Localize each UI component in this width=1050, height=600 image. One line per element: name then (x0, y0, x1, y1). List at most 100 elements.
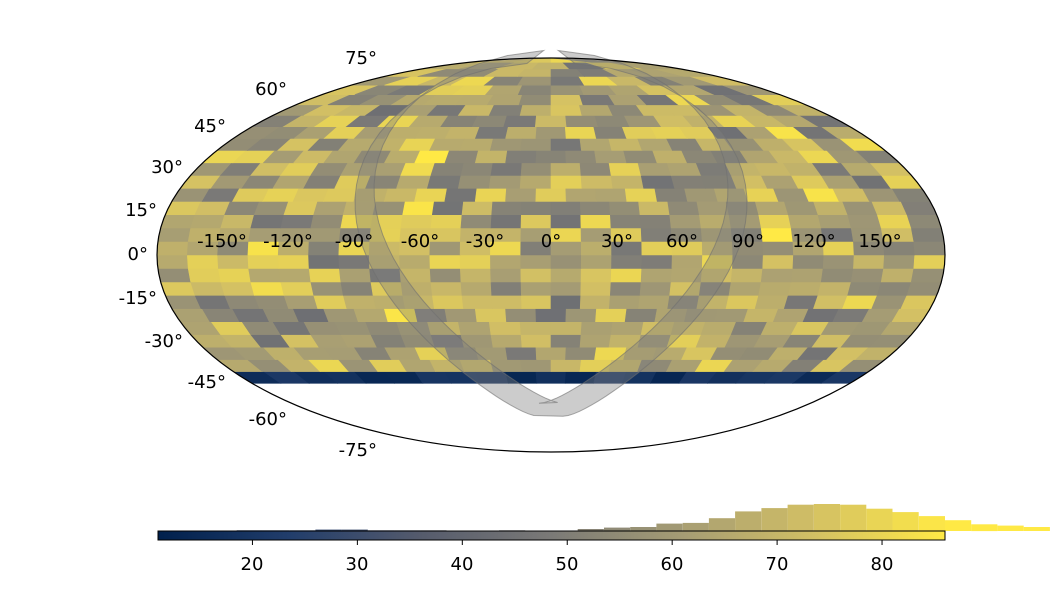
healpix-cell (194, 294, 231, 309)
healpix-cell (669, 214, 702, 229)
healpix-cell (414, 150, 450, 164)
histogram-bar (787, 504, 814, 531)
healpix-cell (725, 294, 760, 309)
healpix-cell (624, 188, 658, 202)
histogram-bar (577, 529, 604, 531)
lon-tick-label: 150° (858, 231, 901, 252)
healpix-cell (580, 321, 614, 335)
healpix-cell (743, 308, 779, 323)
healpix-cell (486, 94, 523, 106)
healpix-cell (308, 268, 342, 283)
sky-map (156, 49, 946, 453)
healpix-cell (461, 201, 494, 215)
healpix-cell (247, 254, 280, 269)
healpix-cell (431, 201, 464, 215)
healpix-cell (666, 162, 702, 176)
healpix-cell (444, 188, 478, 202)
lon-tick-label: 0° (541, 231, 561, 252)
healpix-cell (313, 201, 348, 215)
healpix-cell (847, 281, 882, 296)
healpix-cell (474, 188, 507, 202)
colorbar: 20 30 40 50 60 70 80 (157, 504, 1050, 575)
healpix-cell (459, 138, 494, 151)
healpix-cell (491, 294, 523, 309)
healpix-cell (519, 175, 552, 189)
healpix-cell (640, 268, 673, 283)
healpix-cell (550, 294, 582, 309)
longitude-tick-labels: -150° -120° -90° -60° -30° 0° 30° 60° 90… (197, 231, 902, 252)
healpix-cell (578, 104, 614, 116)
colorbar-gradient (157, 530, 946, 541)
healpix-cell (338, 268, 372, 283)
healpix-cell (190, 214, 226, 229)
healpix-cell (754, 294, 789, 309)
healpix-cell (754, 201, 789, 215)
lat-tick-label: 0° (128, 244, 148, 265)
healpix-cell (518, 94, 552, 106)
healpix-cell (579, 294, 611, 309)
healpix-cell (303, 175, 342, 189)
healpix-cell (308, 254, 340, 269)
healpix-cell (283, 201, 319, 215)
healpix-cell (490, 214, 522, 229)
healpix-cell (503, 115, 537, 127)
histogram-bar (971, 524, 998, 532)
healpix-cell (550, 84, 585, 95)
lon-tick-label: 90° (732, 231, 764, 252)
healpix-cell (593, 126, 628, 139)
healpix-cell (400, 214, 433, 229)
healpix-cell (218, 268, 252, 283)
healpix-cell (609, 214, 642, 229)
histogram-bar (604, 527, 631, 531)
healpix-cell (762, 254, 794, 269)
healpix-cell (906, 281, 942, 296)
healpix-cell (342, 294, 377, 309)
healpix-cell (654, 188, 688, 202)
healpix-cell (471, 115, 508, 127)
healpix-cell (820, 268, 854, 283)
lat-tick-label: 75° (345, 48, 377, 69)
healpix-cell (491, 201, 523, 215)
histogram-bar (341, 529, 368, 531)
healpix-cell (489, 138, 523, 151)
healpix-cell (460, 214, 493, 229)
healpix-cell (758, 214, 792, 229)
healpix-cell (457, 321, 492, 335)
healpix-cell (292, 308, 330, 323)
lat-tick-label: -15° (119, 288, 157, 309)
healpix-cell (414, 188, 448, 202)
healpix-cell (262, 188, 300, 202)
healpix-cell (459, 268, 492, 283)
healpix-cell (608, 294, 641, 309)
healpix-cell (565, 346, 597, 360)
healpix-cell (564, 126, 597, 139)
healpix-cell (457, 175, 492, 189)
healpix-cell (671, 254, 703, 269)
healpix-cell (396, 175, 432, 189)
healpix-cell (372, 201, 406, 215)
healpix-cell (842, 294, 878, 309)
lon-tick-label: -90° (335, 231, 373, 252)
galactic-plane-band (354, 49, 748, 417)
healpix-cells (157, 58, 945, 384)
healpix-cell (760, 227, 794, 242)
healpix-cell (550, 175, 583, 189)
healpix-cell (638, 294, 671, 309)
healpix-cell (611, 254, 643, 269)
healpix-cell (580, 175, 614, 189)
healpix-cell (505, 150, 537, 164)
healpix-cell (459, 254, 491, 269)
healpix-cell (460, 162, 494, 176)
healpix-cell (157, 268, 192, 283)
healpix-cell (787, 214, 822, 229)
histogram-bar (892, 512, 919, 531)
healpix-cell (579, 334, 612, 348)
healpix-cell (550, 254, 582, 269)
healpix-cell (550, 359, 582, 372)
healpix-cell (520, 268, 552, 283)
healpix-cell (224, 294, 260, 309)
healpix-cell (667, 201, 700, 215)
healpix-cell (277, 254, 310, 269)
healpix-cell (535, 346, 567, 360)
healpix-cell (565, 150, 597, 164)
